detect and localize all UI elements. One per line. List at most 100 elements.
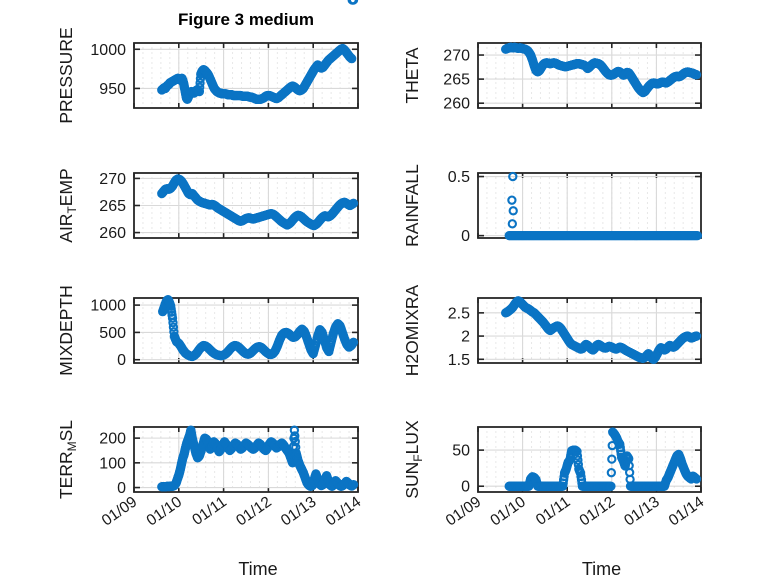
grid-dot (339, 431, 341, 433)
grid-dot (620, 217, 622, 219)
grid-dot (638, 62, 640, 64)
grid-dot (348, 192, 350, 194)
grid-dot (638, 72, 640, 74)
grid-dot (664, 317, 666, 319)
grid-dot (593, 87, 595, 89)
grid-dot (303, 357, 305, 359)
grid-dot (495, 92, 497, 94)
grid-dot (575, 197, 577, 199)
grid-dot (339, 222, 341, 224)
grid-dot (348, 441, 350, 443)
grid-dot (249, 182, 251, 184)
grid-dot (330, 182, 332, 184)
grid-dot (646, 322, 648, 324)
grid-dot (664, 92, 666, 94)
grid-dot (504, 72, 506, 74)
grid-dot (575, 202, 577, 204)
grid-dot (620, 192, 622, 194)
grid-dot (593, 302, 595, 304)
grid-dot (539, 77, 541, 79)
grid-dot (682, 347, 684, 349)
grid-dot (638, 207, 640, 209)
grid-dot (330, 197, 332, 199)
grid-dot (151, 82, 153, 84)
grid-dot (548, 217, 550, 219)
grid-dot (258, 57, 260, 59)
grid-dot (575, 217, 577, 219)
grid-dot (205, 212, 207, 214)
grid-dot (339, 451, 341, 453)
y-tick-label: 2.5 (448, 305, 470, 322)
grid-dot (339, 217, 341, 219)
grid-dot (285, 466, 287, 468)
grid-dot (249, 322, 251, 324)
grid-dot (531, 47, 533, 49)
grid-dot (339, 192, 341, 194)
grid-dot (205, 182, 207, 184)
grid-dot (205, 312, 207, 314)
y-axis-label: H2OMIXRA (402, 284, 422, 376)
grid-dot (285, 217, 287, 219)
grid-dot (673, 192, 675, 194)
grid-dot (593, 212, 595, 214)
grid-dot (575, 92, 577, 94)
grid-dot (241, 471, 243, 473)
grid-dot (539, 182, 541, 184)
grid-dot (513, 87, 515, 89)
grid-dot (258, 202, 260, 204)
grid-dot (620, 227, 622, 229)
grid-dot (513, 217, 515, 219)
grid-dot (205, 52, 207, 54)
grid-dot (348, 312, 350, 314)
grid-dot (321, 307, 323, 309)
grid-dot (330, 192, 332, 194)
grid-dot (303, 52, 305, 54)
grid-dot (682, 322, 684, 324)
grid-dot (539, 177, 541, 179)
grid-dot (673, 332, 675, 334)
y-tick-label: 0 (117, 352, 126, 369)
grid-dot (303, 461, 305, 463)
grid-dot (575, 72, 577, 74)
grid-dot (673, 317, 675, 319)
grid-dot (557, 77, 559, 79)
grid-dot (629, 342, 631, 344)
grid-dot (593, 337, 595, 339)
grid-dot (584, 197, 586, 199)
grid-dot (142, 207, 144, 209)
grid-dot (258, 322, 260, 324)
grid-dot (513, 192, 515, 194)
data-point (195, 82, 205, 92)
grid-dot (557, 87, 559, 89)
data-points (500, 42, 702, 98)
grid-dot (321, 471, 323, 473)
figure-title: Figure 3 medium (178, 10, 314, 29)
grid-dot (584, 187, 586, 189)
grid-dot (232, 327, 234, 329)
grid-dot (339, 62, 341, 64)
grid-dot (196, 212, 198, 214)
grid-dot (258, 471, 260, 473)
grid-dot (187, 481, 189, 483)
grid-dot (638, 217, 640, 219)
data-points (158, 294, 359, 362)
grid-dot (646, 177, 648, 179)
grid-dot (495, 62, 497, 64)
grid-dot (258, 451, 260, 453)
grid-dot (249, 52, 251, 54)
grid-dot (241, 342, 243, 344)
grid-dot (214, 307, 216, 309)
grid-dot (638, 222, 640, 224)
grid-dot (214, 227, 216, 229)
grid-dot (504, 217, 506, 219)
grid-dot (196, 307, 198, 309)
grid-dot (241, 456, 243, 458)
grid-dot (486, 307, 488, 309)
grid-dot (160, 102, 162, 104)
grid-dot (575, 322, 577, 324)
grid-dot (682, 197, 684, 199)
grid-dot (486, 57, 488, 59)
grid-dot (557, 97, 559, 99)
grid-dot (294, 307, 296, 309)
grid-dot (232, 466, 234, 468)
